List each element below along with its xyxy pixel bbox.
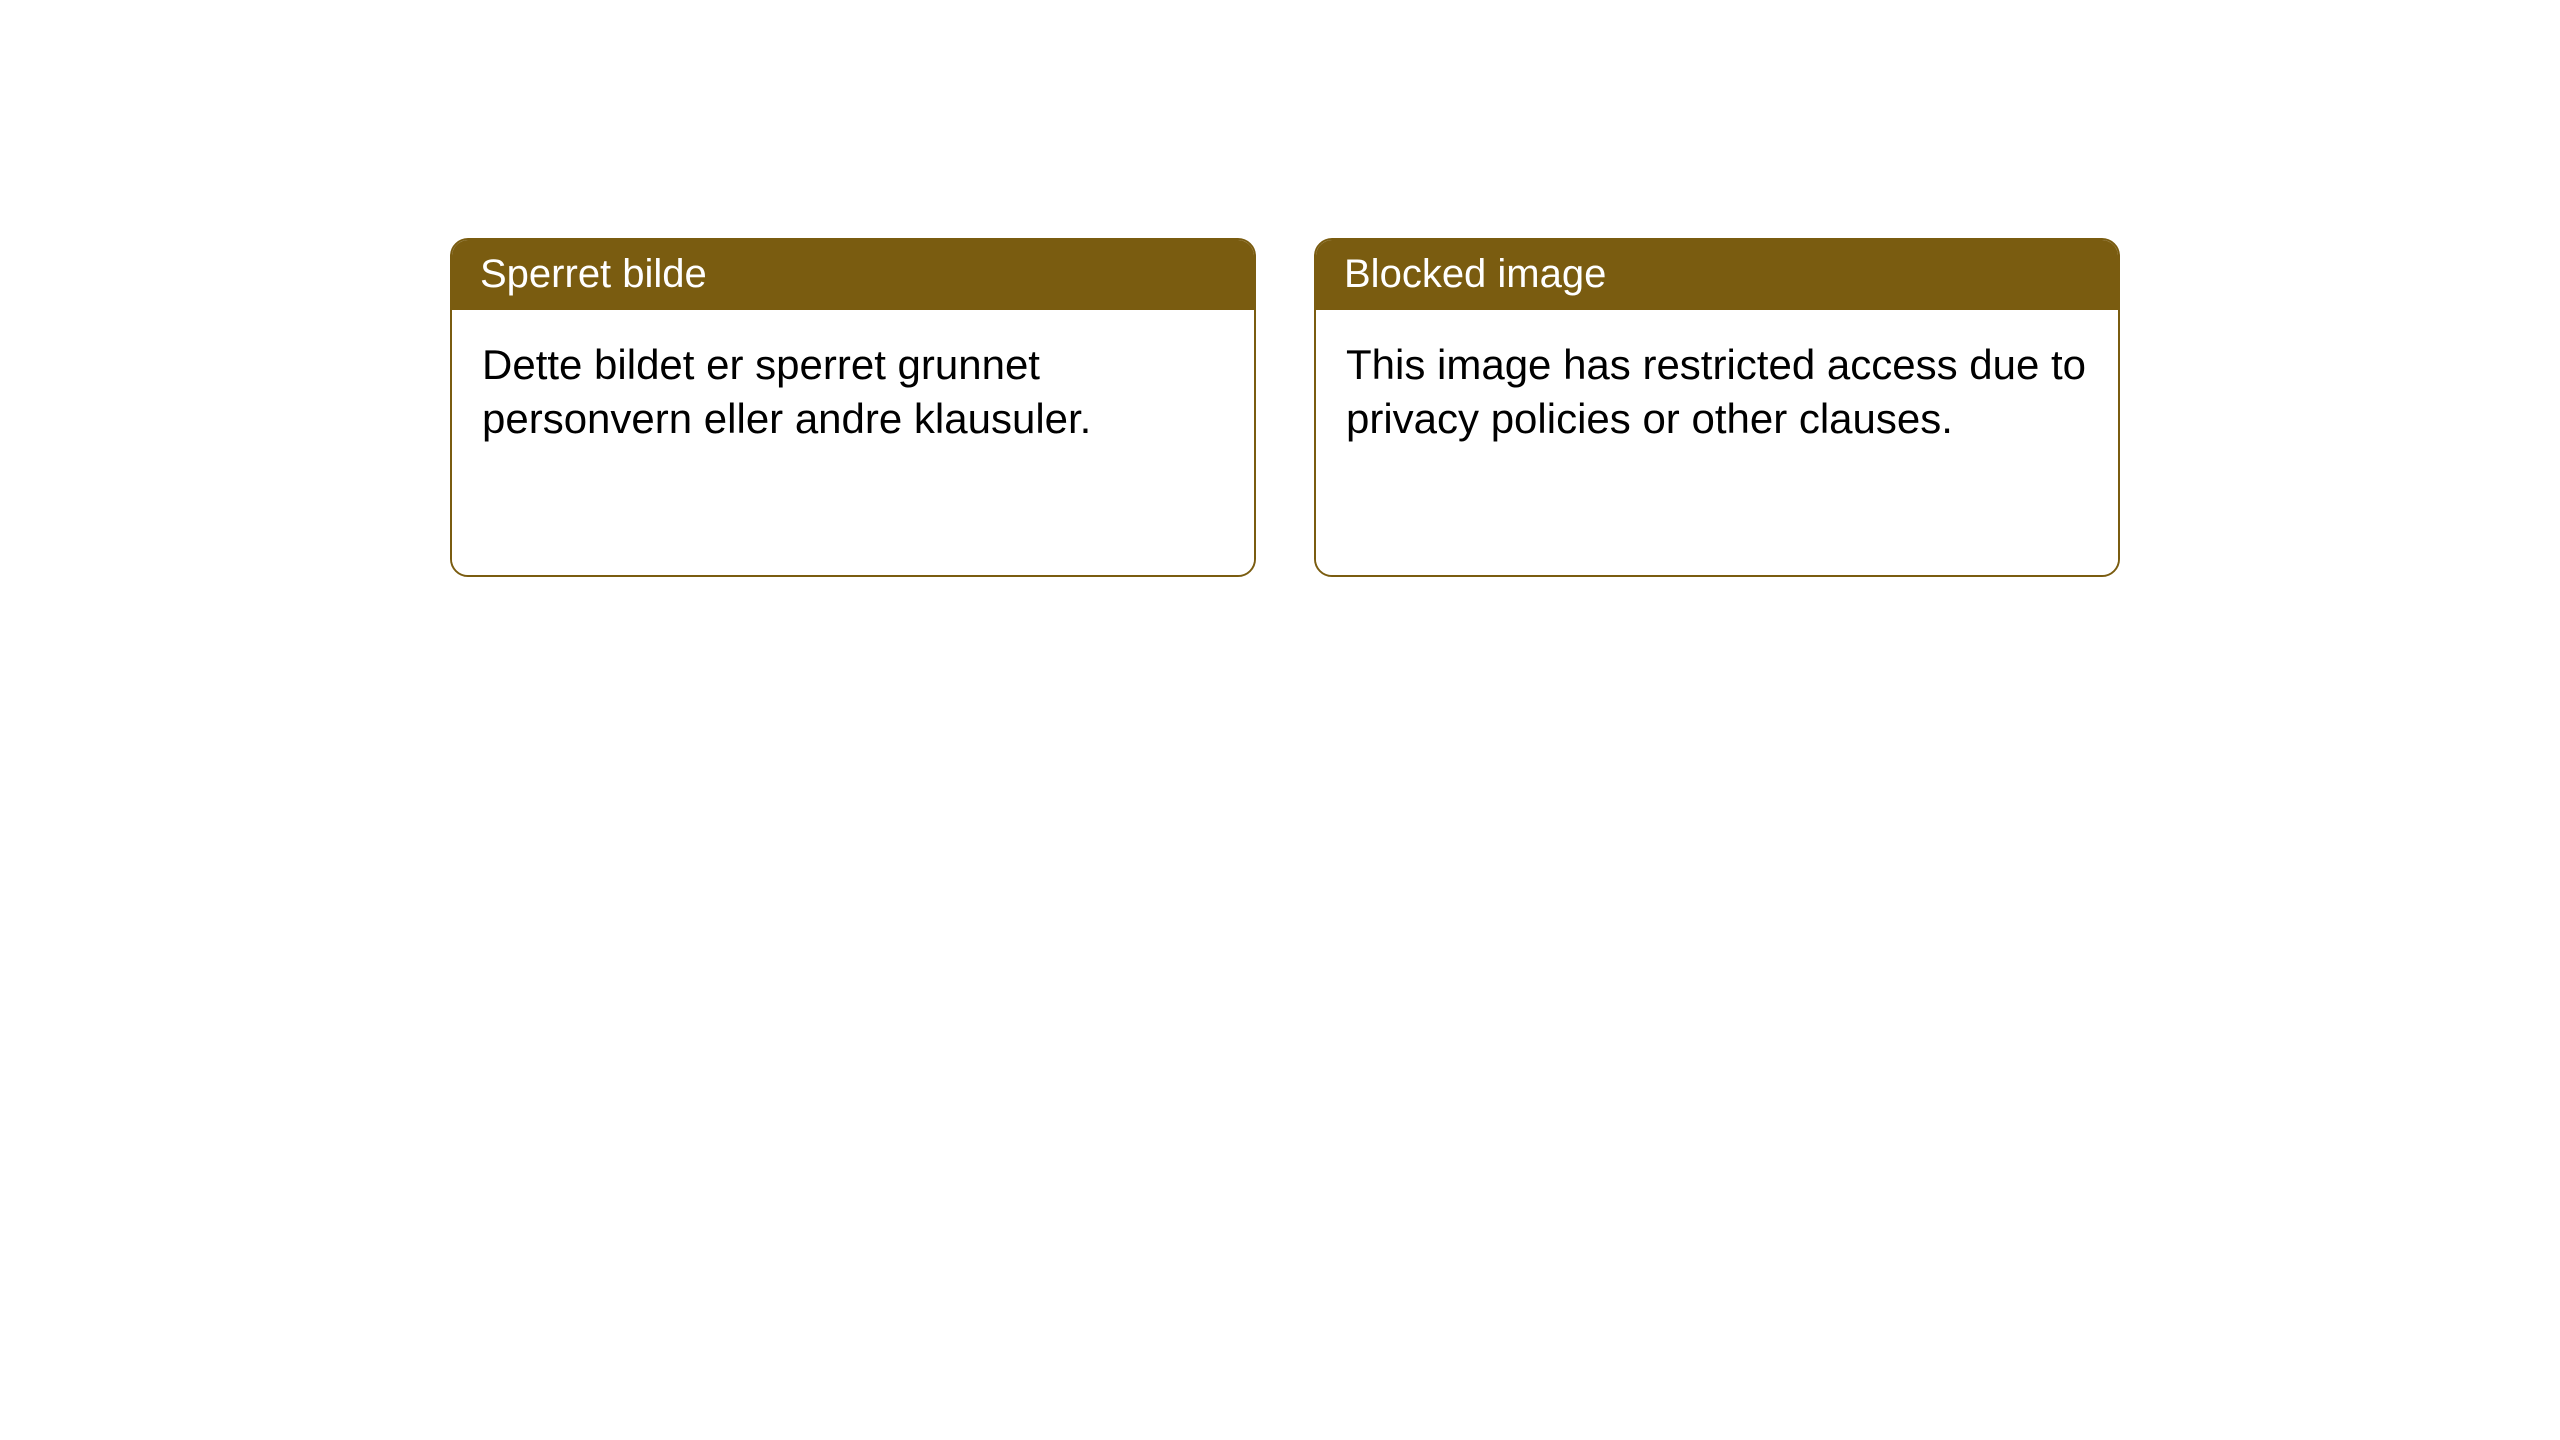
- notice-body-en: This image has restricted access due to …: [1346, 341, 2086, 442]
- notice-card-header: Sperret bilde: [452, 240, 1254, 310]
- notice-card-header: Blocked image: [1316, 240, 2118, 310]
- notice-card-body: This image has restricted access due to …: [1316, 310, 2118, 575]
- notice-title-en: Blocked image: [1344, 252, 1606, 296]
- notice-card-body: Dette bildet er sperret grunnet personve…: [452, 310, 1254, 575]
- notice-body-no: Dette bildet er sperret grunnet personve…: [482, 341, 1091, 442]
- notice-card-en: Blocked image This image has restricted …: [1314, 238, 2120, 577]
- notice-card-no: Sperret bilde Dette bildet er sperret gr…: [450, 238, 1256, 577]
- notice-title-no: Sperret bilde: [480, 252, 707, 296]
- notice-container: Sperret bilde Dette bildet er sperret gr…: [450, 238, 2120, 577]
